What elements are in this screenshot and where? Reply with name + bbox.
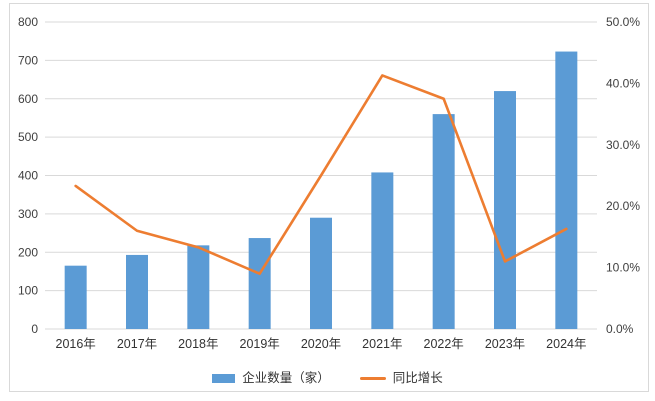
x-axis-category-label: 2019年 (240, 337, 280, 351)
legend: 企业数量（家） 同比增长 (0, 367, 655, 389)
line-series-swatch-icon (359, 376, 386, 380)
legend-line-label: 同比增长 (392, 370, 443, 385)
bar-2024年 (555, 51, 578, 330)
bar-2022年 (432, 114, 455, 329)
x-axis-category-label: 2021年 (362, 337, 402, 351)
left-axis-tick-label: 800 (18, 15, 38, 29)
left-axis-tick-label: 0 (31, 322, 38, 336)
bar-2016年 (64, 265, 87, 329)
bar-2017年 (126, 254, 148, 329)
x-axis-category-label: 2017年 (117, 337, 157, 351)
x-axis-category-label: 2018年 (178, 337, 218, 351)
left-axis-tick-label: 300 (18, 207, 38, 221)
legend-item-line-series: 同比增长 (359, 370, 443, 385)
right-axis-tick-label: 50.0% (606, 15, 640, 29)
growth-line (74, 74, 568, 276)
left-axis-tick-label: 500 (18, 130, 38, 144)
right-axis-tick-label: 40.0% (606, 76, 640, 90)
legend-item-bar-series: 企业数量（家） (212, 372, 330, 385)
bar-2018年 (187, 245, 210, 329)
left-axis-tick-label: 200 (18, 245, 38, 259)
legend-bar-label: 企业数量（家） (242, 370, 330, 385)
right-axis-tick-label: 30.0% (606, 138, 640, 152)
right-axis-tick-label: 10.0% (606, 261, 640, 275)
left-axis-tick-label: 600 (18, 92, 38, 106)
x-axis-category-label: 2016年 (56, 337, 96, 351)
left-axis-tick-label: 700 (18, 53, 38, 67)
left-axis-tick-label: 400 (18, 169, 38, 183)
bar-series-swatch-icon (212, 373, 236, 383)
left-axis-tick-label: 100 (18, 284, 38, 298)
right-axis-tick-label: 0.0% (606, 322, 634, 336)
x-axis-category-label: 2024年 (546, 337, 586, 351)
x-axis-category-label: 2022年 (424, 337, 464, 351)
x-axis-category-label: 2020年 (301, 337, 341, 351)
x-axis-category-label: 2023年 (485, 337, 525, 351)
bar-2020年 (310, 217, 332, 329)
bar-2019年 (248, 238, 271, 329)
right-axis-tick-label: 20.0% (606, 199, 640, 213)
bar-2021年 (371, 172, 394, 329)
bar-2023年 (494, 91, 516, 329)
